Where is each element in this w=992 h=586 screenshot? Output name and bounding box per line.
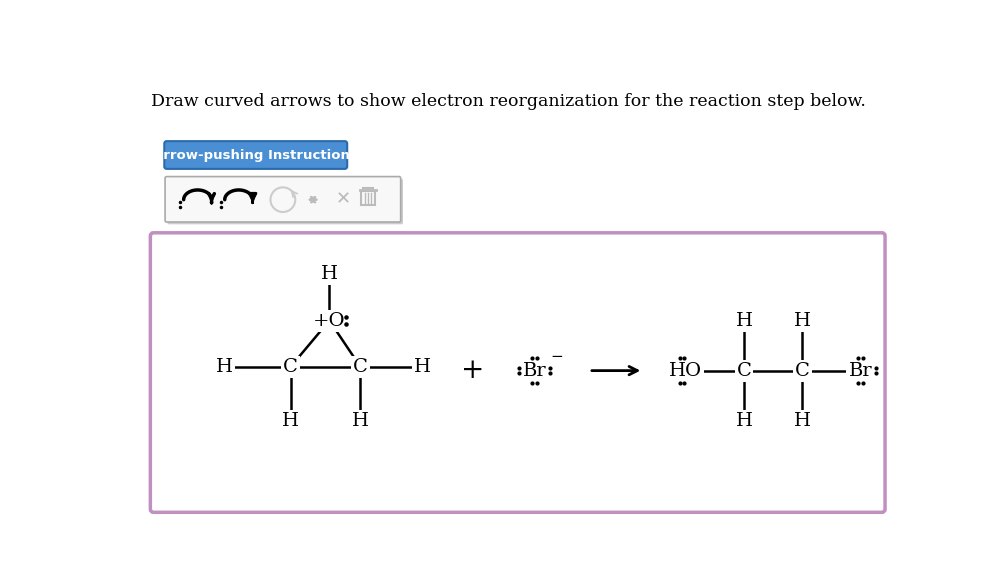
FancyBboxPatch shape: [165, 141, 347, 169]
Text: —: —: [248, 358, 267, 376]
Text: ✕: ✕: [335, 190, 351, 209]
Text: Draw curved arrows to show electron reorganization for the reaction step below.: Draw curved arrows to show electron reor…: [151, 93, 866, 110]
Text: H: H: [794, 312, 810, 329]
Text: C: C: [737, 362, 751, 380]
FancyBboxPatch shape: [151, 233, 885, 512]
Text: H: H: [794, 412, 810, 430]
Text: H: H: [735, 312, 753, 329]
Text: −: −: [551, 349, 562, 364]
Text: Br: Br: [523, 362, 547, 380]
Text: H: H: [352, 412, 369, 430]
FancyBboxPatch shape: [168, 179, 403, 224]
Text: C: C: [283, 358, 298, 376]
Text: H: H: [735, 412, 753, 430]
Text: H: H: [320, 265, 338, 284]
Text: Arrow-pushing Instructions: Arrow-pushing Instructions: [154, 148, 358, 162]
Text: HO: HO: [670, 362, 702, 380]
Text: H: H: [414, 358, 431, 376]
Text: H: H: [216, 358, 233, 376]
FancyBboxPatch shape: [165, 176, 401, 222]
Text: H: H: [282, 412, 300, 430]
Text: C: C: [353, 358, 368, 376]
Text: C: C: [795, 362, 809, 380]
Text: Br: Br: [848, 362, 872, 380]
Text: +: +: [461, 357, 484, 384]
Text: +O: +O: [313, 312, 345, 329]
